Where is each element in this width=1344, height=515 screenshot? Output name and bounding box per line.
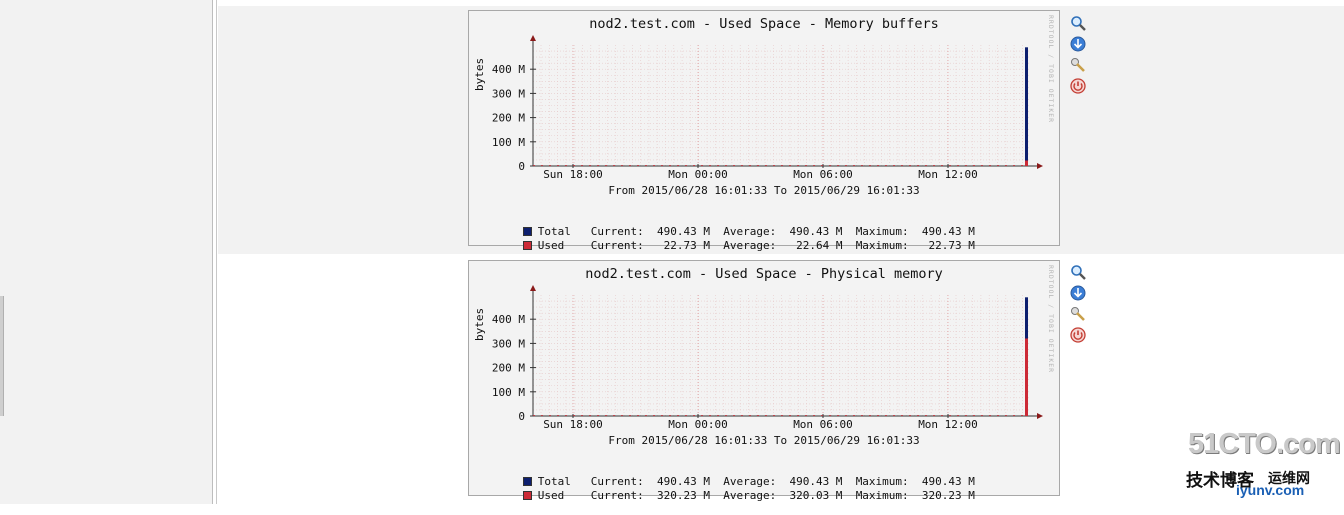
legend-swatch-total — [522, 477, 532, 486]
watermark-tagline: 技术博客 — [1186, 471, 1254, 490]
legend-name: Total — [537, 225, 571, 238]
legend-average-value: 320.03 M — [789, 489, 843, 502]
y-axis-arrow — [530, 35, 536, 41]
legend-row-used: Used Current: 320.23 M Average: 320.03 M… — [483, 476, 975, 515]
graph-panel-physical-memory[interactable]: nod2.test.com - Used Space - Physical me… — [468, 260, 1060, 502]
x-tick-label: Mon 00:00 — [668, 168, 728, 181]
legend-maximum-label: Maximum: — [855, 475, 909, 488]
watermark-right-text: 运维网 — [1268, 470, 1310, 486]
legend-current-value: 22.73 M — [663, 239, 710, 252]
time-range: From 2015/06/28 16:01:33 To 2015/06/29 1… — [608, 434, 920, 447]
x-tick-label: Mon 00:00 — [668, 418, 728, 431]
legend-maximum-label: Maximum: — [855, 489, 909, 502]
legend-average-value: 22.64 M — [796, 239, 843, 252]
legend-average-value: 490.43 M — [789, 475, 843, 488]
y-tick-label: 100 M — [492, 136, 525, 149]
legend-average-value: 490.43 M — [789, 225, 843, 238]
download-circle-icon[interactable] — [1070, 285, 1086, 301]
legend-maximum-label: Maximum: — [855, 225, 909, 238]
x-tick-label: Mon 06:00 — [793, 418, 853, 431]
stop-circle-icon[interactable] — [1070, 78, 1086, 94]
left-pane — [0, 0, 213, 504]
y-axis-arrow — [530, 285, 536, 291]
watermark-url: iyunv.com — [1236, 482, 1305, 498]
y-tick-label: 200 M — [492, 112, 525, 125]
plot-area: 0 100 M 200 M 300 M 400 M Sun 18:00 Mon 00:00 M… — [492, 285, 1043, 431]
graph-title: nod2.test.com - Used Space - Memory buff… — [589, 16, 939, 32]
legend-current-label: Current: — [590, 239, 644, 252]
download-circle-icon[interactable] — [1070, 36, 1086, 52]
rrdtool-credit: RRDTOOL / TOBI OETIKER — [1047, 265, 1055, 374]
plot-area: 0 100 M 200 M 300 M 400 M Sun 18:00 Mon 00:00 M… — [492, 35, 1043, 181]
legend-average-label: Average: — [723, 489, 777, 502]
legend-name: Used — [537, 489, 565, 502]
site-watermark: 51CTO.com 技术博客 iyunv.com 运维网 — [1184, 428, 1341, 500]
legend-current-label: Current: — [590, 489, 644, 502]
x-tick-label: Mon 12:00 — [918, 418, 978, 431]
wrench-icon[interactable] — [1070, 57, 1086, 73]
magnifier-icon[interactable] — [1070, 15, 1086, 31]
series-total-bar — [1025, 47, 1028, 166]
y-tick-label: 200 M — [492, 362, 525, 375]
legend-current-label: Current: — [590, 225, 644, 238]
y-tick-label: 400 M — [492, 313, 525, 326]
legend-average-label: Average: — [723, 239, 777, 252]
graph-actions-2 — [1070, 264, 1088, 348]
legend-row-total: Total Current: 490.43 M Average: 490.43 … — [483, 462, 975, 501]
y-tick-label: 100 M — [492, 386, 525, 399]
x-axis-arrow — [1037, 413, 1043, 419]
x-tick-label: Sun 18:00 — [543, 418, 603, 431]
rrdtool-credit: RRDTOOL / TOBI OETIKER — [1047, 15, 1055, 124]
legend-swatch-total — [522, 227, 532, 236]
legend-row-total: Total Current: 490.43 M Average: 490.43 … — [483, 212, 975, 251]
series-used-bar — [1025, 160, 1028, 166]
graph-panel-memory-buffers[interactable]: nod2.test.com - Used Space - Memory buff… — [468, 10, 1060, 252]
x-axis-arrow — [1037, 163, 1043, 169]
x-tick-label: Mon 12:00 — [918, 168, 978, 181]
graph-title: nod2.test.com - Used Space - Physical me… — [585, 266, 943, 282]
legend-row-used: Used Current: 22.73 M Average: 22.64 M M… — [483, 226, 975, 265]
legend-maximum-label: Maximum: — [855, 239, 909, 252]
legend-maximum-value: 490.43 M — [921, 475, 975, 488]
x-tick-label: Mon 06:00 — [793, 168, 853, 181]
pane-splitter[interactable] — [0, 296, 4, 416]
legend-current-value: 490.43 M — [656, 475, 710, 488]
legend-maximum-value: 22.73 M — [928, 239, 975, 252]
time-range: From 2015/06/28 16:01:33 To 2015/06/29 1… — [608, 184, 920, 197]
legend-current-value: 320.23 M — [656, 489, 710, 502]
legend-swatch-used — [522, 491, 532, 500]
legend-name: Total — [537, 475, 571, 488]
y-tick-label: 0 — [518, 410, 525, 423]
y-tick-label: 300 M — [492, 337, 525, 350]
legend-swatch-used — [522, 241, 532, 250]
graph-row-2: nod2.test.com - Used Space - Physical me… — [218, 254, 1344, 504]
magnifier-icon[interactable] — [1070, 264, 1086, 280]
legend-maximum-value: 490.43 M — [921, 225, 975, 238]
y-tick-label: 300 M — [492, 87, 525, 100]
legend-average-label: Average: — [723, 475, 777, 488]
series-used-bar — [1025, 338, 1028, 416]
watermark-logo: 51CTO.com — [1188, 428, 1341, 460]
x-tick-label: Sun 18:00 — [543, 168, 603, 181]
graph-actions-1 — [1070, 15, 1088, 99]
y-tick-label: 0 — [518, 160, 525, 173]
legend-current-label: Current: — [590, 475, 644, 488]
legend-maximum-value: 320.23 M — [921, 489, 975, 502]
wrench-icon[interactable] — [1070, 306, 1086, 322]
legend-average-label: Average: — [723, 225, 777, 238]
legend-name: Used — [537, 239, 565, 252]
stop-circle-icon[interactable] — [1070, 327, 1086, 343]
legend-current-value: 490.43 M — [656, 225, 710, 238]
y-tick-label: 400 M — [492, 63, 525, 76]
graph-row-1: nod2.test.com - Used Space - Memory buff… — [218, 6, 1344, 254]
pane-divider — [213, 0, 217, 504]
